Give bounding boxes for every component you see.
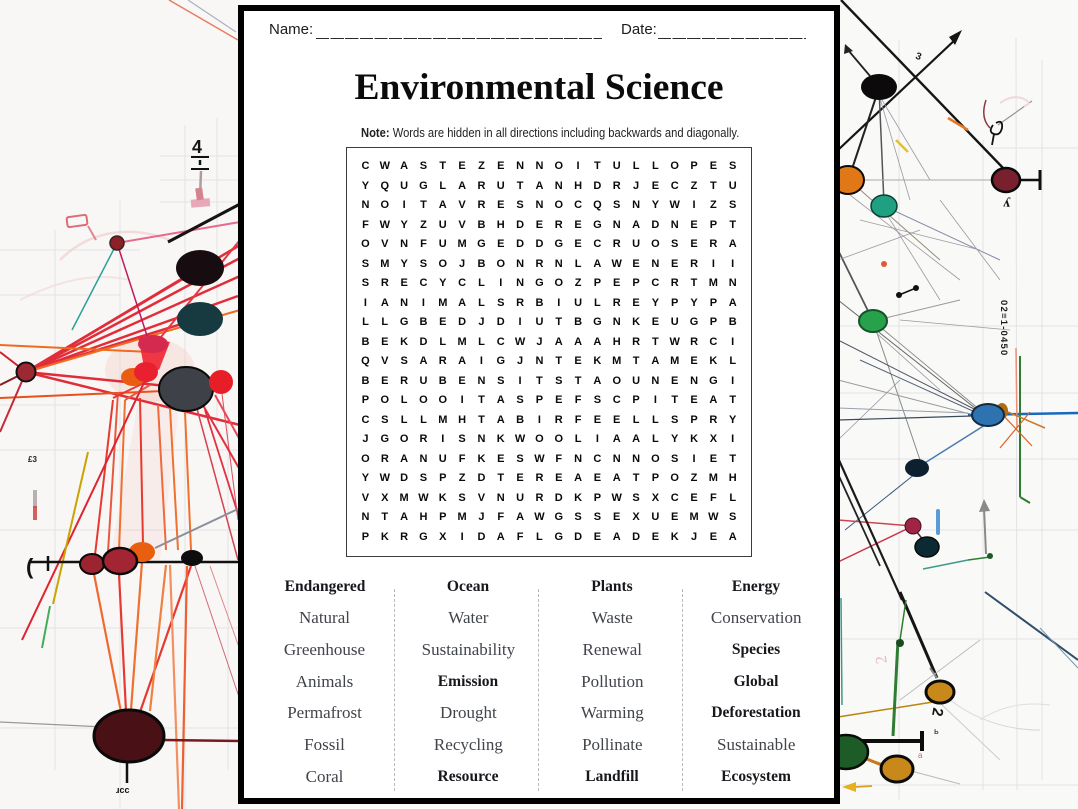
svg-text:2: 2: [873, 654, 891, 665]
svg-text:4: 4: [192, 137, 202, 157]
svg-text:(: (: [26, 554, 34, 579]
svg-text:ɹcc: ɹcc: [116, 785, 130, 795]
svg-text:ь: ь: [934, 726, 939, 736]
svg-text:02≡1-0450: 02≡1-0450: [998, 300, 1009, 357]
svg-text:2: 2: [928, 706, 946, 717]
svg-text:3: 3: [914, 51, 923, 63]
svg-text:a: a: [918, 751, 923, 760]
svg-text:y: y: [1003, 196, 1011, 212]
svg-text:£3: £3: [28, 455, 37, 464]
